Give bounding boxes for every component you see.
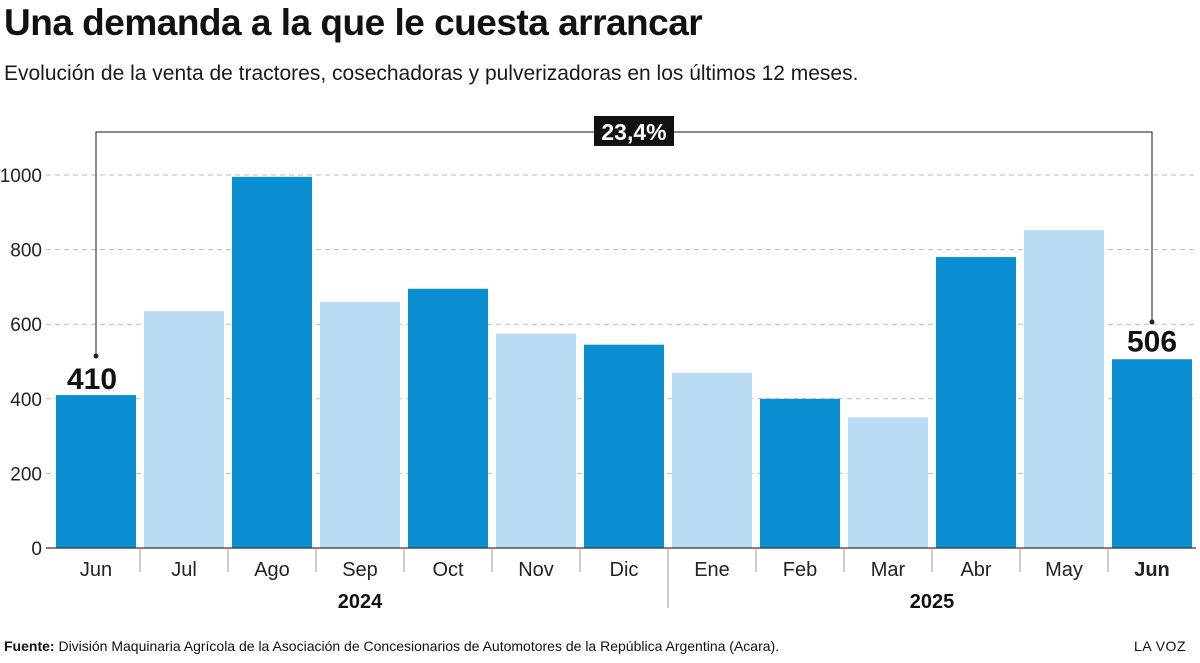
y-tick-label: 800 [10,241,42,262]
brand-logo-text: LA VOZ [1133,638,1186,654]
bar [144,311,224,548]
x-tick-label: Abr [960,559,991,581]
x-tick-label: Jul [171,559,197,581]
year-label: 2024 [338,591,383,613]
y-tick-label: 0 [31,539,42,560]
y-tick-label: 1000 [0,166,42,187]
x-tick-label: Nov [518,559,554,581]
change-label: 23,4% [601,119,666,145]
x-tick-label: Oct [432,559,464,581]
bar [408,288,488,548]
y-tick-label: 400 [10,390,42,411]
bar [496,333,576,548]
bar [936,257,1016,548]
x-tick-label: Sep [342,559,378,581]
x-tick-label: May [1045,559,1083,581]
chart-title: Una demanda a la que le cuesta arrancar [4,2,703,43]
value-label-first: 410 [67,363,117,396]
bracket-dot-start [93,353,99,359]
bar [760,398,840,548]
bar [672,372,752,548]
bar [1112,359,1192,548]
bar-chart: 0 200 400 600 800 1000 Jun Jul Ago Sep Oct Nov Dic En… [0,116,1196,613]
bar [320,301,400,548]
bar [584,344,664,548]
x-tick-label: Feb [783,559,817,581]
source-label: Fuente: [4,638,55,654]
x-tick-label: Ago [254,559,290,581]
x-tick-label: Jun [80,559,112,581]
value-label-last: 506 [1127,325,1177,358]
x-tick-label: Dic [610,559,639,581]
change-label-box [594,116,674,146]
x-tick-label: Ene [694,559,730,581]
chart-subtitle: Evolución de la venta de tractores, cose… [4,62,859,85]
x-tick-label: Jun [1134,559,1170,581]
bar [56,395,136,548]
source-note: Fuente: División Maquinaria Agrícola de … [4,638,779,654]
y-tick-label: 600 [10,315,42,336]
bar [848,417,928,548]
bar [232,176,312,549]
bar [1024,230,1104,549]
source-text: División Maquinaria Agrícola de la Asoci… [58,638,780,654]
y-tick-label: 200 [10,464,42,485]
x-tick-label: Mar [871,559,906,581]
bracket-dot-end [1149,319,1155,325]
year-label: 2025 [910,591,955,613]
